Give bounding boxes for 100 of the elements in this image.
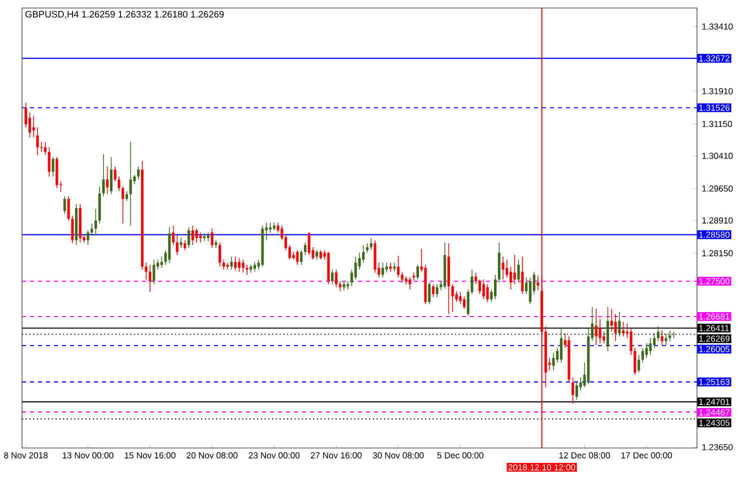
chart-title: GBPUSD,H4 1.26259 1.26332 1.26180 1.26269 (25, 10, 224, 19)
candlestick (230, 256, 233, 270)
candlestick (319, 250, 322, 260)
x-tick-label: 12 Dec 08:00 (559, 452, 610, 458)
candlestick (110, 156, 113, 195)
candlestick (160, 256, 163, 268)
candlestick (346, 280, 350, 290)
candlestick (641, 348, 644, 364)
candlestick (668, 330, 672, 342)
candlestick (71, 215, 74, 244)
candlestick (269, 222, 272, 233)
candlestick (308, 232, 310, 256)
candlestick (114, 166, 116, 182)
candlestick (188, 226, 190, 248)
candlestick (300, 250, 303, 266)
candlestick (362, 244, 365, 264)
candlestick (385, 262, 388, 274)
candlestick (649, 338, 652, 356)
candlestick (536, 275, 540, 291)
candlestick (118, 176, 120, 192)
candlestick (210, 228, 214, 248)
candlestick (521, 256, 524, 295)
candlestick (218, 242, 222, 267)
candlestick (184, 240, 186, 251)
candlestick (462, 296, 466, 310)
candlestick (408, 276, 412, 290)
y-tick-label: 1.31910 (702, 88, 733, 94)
candlestick (478, 279, 482, 295)
candlestick (428, 282, 431, 304)
candlestick (455, 290, 458, 302)
y-tick-label: 1.30410 (702, 152, 733, 159)
candlestick (630, 328, 632, 356)
candlestick (560, 328, 563, 364)
candlestick (102, 154, 105, 197)
candlestick (528, 276, 532, 304)
ref-line-label: 1.25163 (699, 378, 730, 386)
candlestick (494, 274, 497, 300)
candlestick (466, 289, 470, 316)
x-tick-label: 27 Nov 16:00 (310, 452, 362, 458)
candlestick (129, 142, 132, 226)
ref-line-label: 1.24701 (699, 398, 730, 405)
candlestick (246, 264, 248, 276)
candlestick (331, 269, 334, 285)
candlestick (36, 126, 39, 156)
candlestick (400, 271, 404, 283)
candlestick (44, 142, 47, 156)
candlestick (482, 279, 485, 300)
candlestick (342, 280, 346, 291)
candlestick (86, 230, 90, 246)
candlestick (28, 112, 32, 138)
candlestick (451, 284, 454, 312)
candlestick (510, 266, 512, 290)
candlestick (610, 308, 613, 332)
ref-line-label: 1.28580 (699, 232, 730, 238)
candlestick (366, 242, 369, 254)
candlestick (238, 258, 241, 272)
candlestick (513, 254, 516, 285)
candlestick (575, 382, 578, 400)
candlestick (148, 264, 152, 292)
candlestick (572, 376, 574, 404)
candlestick (94, 208, 97, 236)
x-tick-label: 8 Nov 2018 (4, 452, 48, 458)
candlestick (242, 259, 244, 274)
candlestick (638, 354, 640, 373)
candlestick (296, 250, 299, 266)
y-tick-label: 1.28910 (702, 217, 733, 224)
x-tick-label: 30 Nov 08:00 (372, 452, 424, 458)
candlestick (172, 225, 175, 246)
candlestick (304, 242, 306, 256)
candlestick (180, 236, 182, 248)
x-tick-label: 20 Nov 08:00 (186, 452, 238, 458)
candlestick (602, 331, 606, 344)
candlestick (393, 262, 396, 272)
y-tick-label: 1.33410 (702, 23, 733, 30)
candlestick (125, 190, 128, 202)
candlestick (614, 314, 617, 342)
ref-line-label: 1.31526 (699, 104, 730, 111)
candlestick (176, 235, 178, 256)
ref-line-label: 1.24467 (699, 409, 730, 416)
ref-line-label: 1.24305 (699, 420, 730, 426)
y-tick-label: 1.31150 (702, 120, 732, 127)
candlestick (338, 280, 342, 292)
candlestick (234, 256, 237, 271)
candlestick (634, 348, 636, 376)
candlestick (622, 321, 625, 337)
candlestick (122, 186, 124, 224)
y-tick-label: 1.29650 (702, 186, 733, 192)
candlestick (618, 311, 621, 337)
candlestick (144, 262, 148, 280)
candlestick (90, 223, 94, 236)
candlestick (645, 342, 648, 358)
candlestick (432, 284, 434, 298)
candlestick (474, 272, 478, 285)
x-tick-label: 13 Nov 00:00 (62, 452, 114, 458)
candlestick (416, 264, 419, 280)
ref-line-label: 1.26411 (699, 325, 729, 332)
x-tick-label: 5 Dec 00:00 (437, 452, 484, 458)
candlestick (459, 292, 462, 304)
candlestick (517, 259, 520, 283)
candlestick (106, 166, 109, 195)
